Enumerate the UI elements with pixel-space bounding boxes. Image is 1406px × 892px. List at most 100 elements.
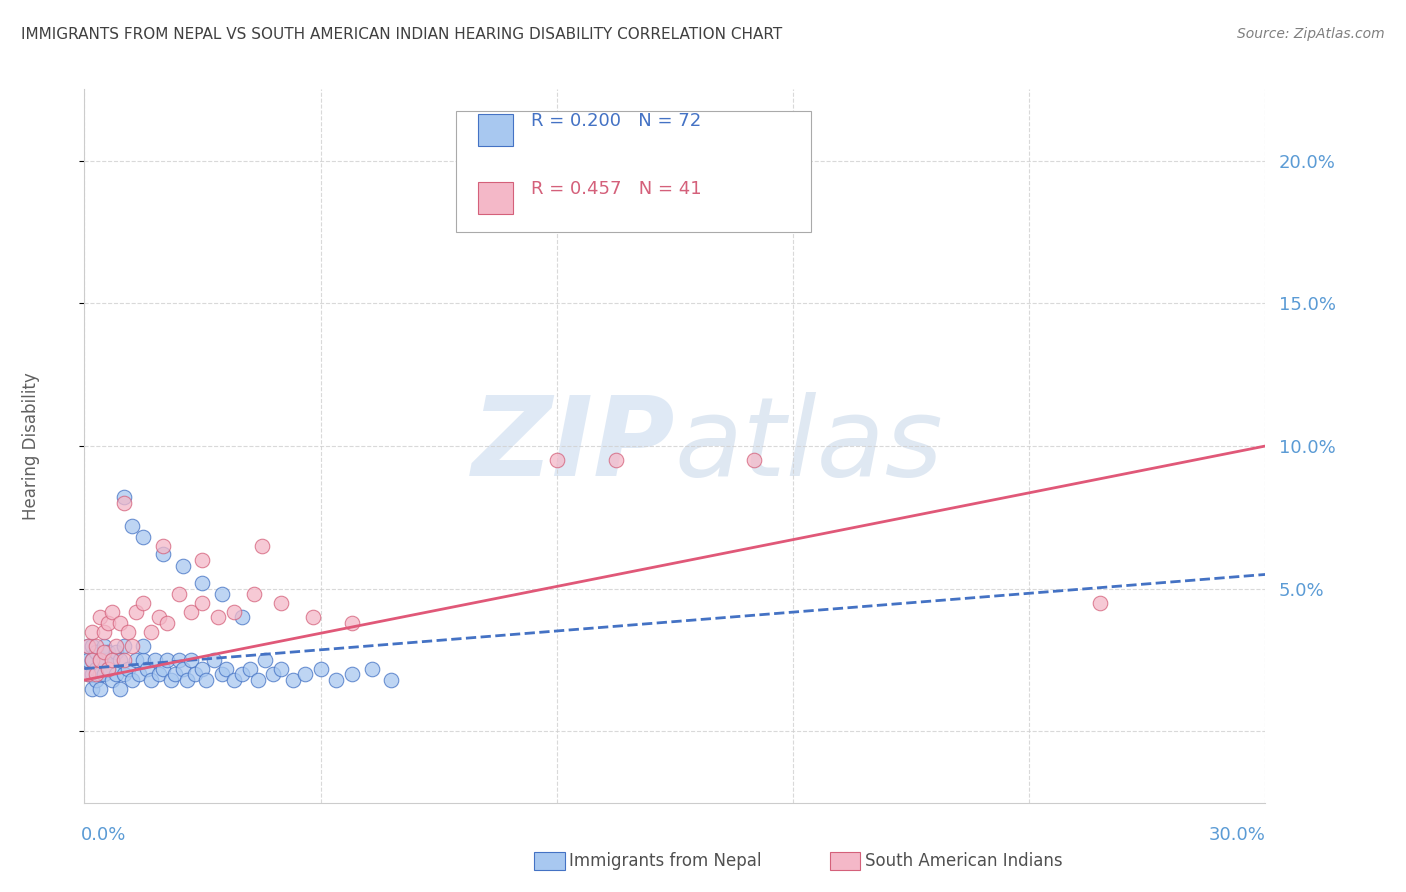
Point	[191, 576, 214, 591]
Point	[148, 610, 170, 624]
Point	[108, 681, 131, 696]
Point	[294, 667, 316, 681]
Point	[89, 653, 111, 667]
Point	[84, 673, 107, 687]
Text: R = 0.200   N = 72: R = 0.200 N = 72	[531, 112, 702, 130]
Point	[97, 662, 120, 676]
Point	[152, 548, 174, 562]
Point	[222, 605, 245, 619]
Text: ZIP: ZIP	[471, 392, 675, 500]
FancyBboxPatch shape	[478, 182, 513, 214]
Point	[183, 667, 205, 681]
Point	[84, 667, 107, 681]
Text: R = 0.457   N = 41: R = 0.457 N = 41	[531, 180, 702, 198]
Point	[97, 662, 120, 676]
Point	[222, 673, 245, 687]
Point	[202, 653, 225, 667]
Point	[104, 667, 127, 681]
Point	[605, 453, 627, 467]
Point	[207, 610, 229, 624]
Text: Immigrants from Nepal: Immigrants from Nepal	[569, 852, 762, 870]
Point	[143, 653, 166, 667]
Point	[262, 667, 284, 681]
Point	[301, 610, 323, 624]
Point	[89, 610, 111, 624]
Point	[82, 653, 104, 667]
Point	[156, 653, 179, 667]
Point	[254, 653, 277, 667]
Point	[82, 639, 104, 653]
Point	[546, 453, 568, 467]
Point	[97, 615, 120, 630]
Point	[141, 673, 163, 687]
Point	[77, 639, 100, 653]
Point	[104, 639, 127, 653]
Text: South American Indians: South American Indians	[865, 852, 1063, 870]
Point	[309, 662, 332, 676]
Point	[148, 667, 170, 681]
Point	[1088, 596, 1111, 610]
Point	[167, 653, 190, 667]
Point	[101, 673, 124, 687]
Point	[77, 653, 100, 667]
Point	[112, 667, 135, 681]
Point	[93, 644, 115, 658]
Point	[176, 673, 198, 687]
Point	[231, 610, 253, 624]
Point	[82, 667, 104, 681]
Point	[128, 667, 150, 681]
Point	[160, 673, 183, 687]
Point	[84, 662, 107, 676]
Point	[156, 615, 179, 630]
Point	[239, 662, 262, 676]
Point	[121, 673, 143, 687]
Point	[132, 530, 155, 544]
Point	[742, 453, 765, 467]
Point	[108, 653, 131, 667]
Point	[89, 667, 111, 681]
Point	[112, 639, 135, 653]
Point	[84, 639, 107, 653]
Point	[93, 667, 115, 681]
Point	[132, 653, 155, 667]
Point	[191, 596, 214, 610]
Point	[211, 587, 233, 601]
Point	[121, 519, 143, 533]
Text: atlas: atlas	[675, 392, 943, 500]
Point	[141, 624, 163, 639]
Point	[132, 639, 155, 653]
Point	[117, 624, 139, 639]
Text: 30.0%: 30.0%	[1209, 826, 1265, 844]
Point	[152, 539, 174, 553]
Point	[121, 639, 143, 653]
Point	[281, 673, 304, 687]
Point	[340, 615, 363, 630]
Point	[215, 662, 238, 676]
Point	[84, 644, 107, 658]
Point	[163, 667, 186, 681]
Point	[93, 639, 115, 653]
Point	[112, 653, 135, 667]
Point	[231, 667, 253, 681]
Point	[97, 644, 120, 658]
Point	[380, 673, 402, 687]
Point	[246, 673, 269, 687]
Point	[112, 496, 135, 510]
Point	[152, 662, 174, 676]
Point	[250, 539, 273, 553]
Point	[132, 596, 155, 610]
Text: Source: ZipAtlas.com: Source: ZipAtlas.com	[1237, 27, 1385, 41]
Point	[104, 644, 127, 658]
Point	[77, 639, 100, 653]
Point	[167, 587, 190, 601]
Point	[101, 653, 124, 667]
Text: Hearing Disability: Hearing Disability	[22, 372, 41, 520]
Point	[82, 681, 104, 696]
Point	[270, 596, 292, 610]
Point	[180, 605, 202, 619]
Point	[77, 667, 100, 681]
Point	[172, 662, 194, 676]
Point	[89, 681, 111, 696]
Point	[172, 558, 194, 573]
Point	[124, 605, 146, 619]
